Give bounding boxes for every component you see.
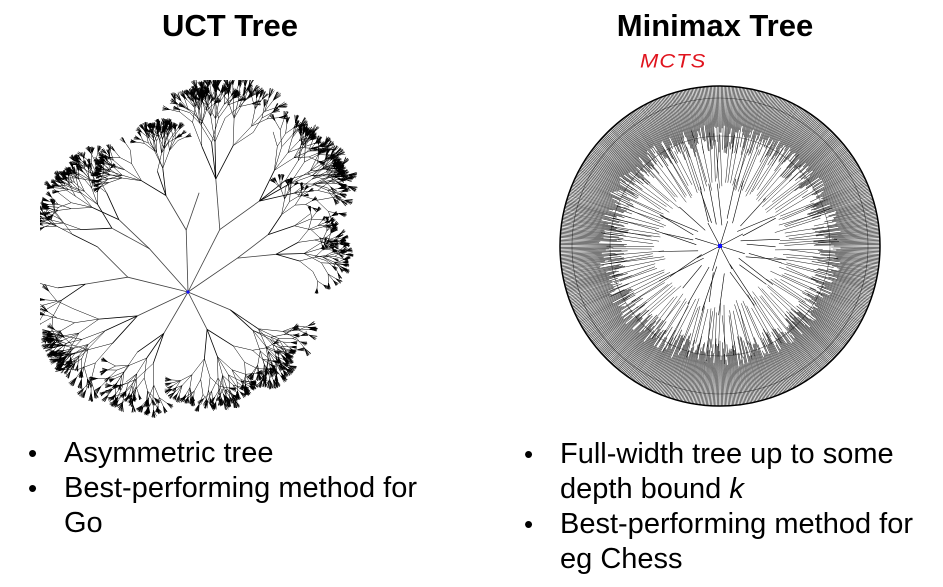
depth-bound-variable: k	[729, 473, 744, 505]
minimax-tree-title: Minimax Tree	[616, 8, 814, 43]
uct-bullet-1: Asymmetric tree	[28, 436, 428, 471]
uct-branches	[40, 80, 358, 418]
minimax-branches	[559, 85, 881, 407]
minimax-bullet-1: Full-width tree up to some depth bound k	[524, 437, 939, 507]
uct-bullet-2: Best-performing method for Go	[28, 471, 428, 541]
uct-bullet-list: Asymmetric tree Best-performing method f…	[28, 436, 428, 541]
uct-tree-diagram	[40, 80, 358, 418]
minimax-root-node	[718, 244, 722, 248]
uct-root-node	[186, 290, 190, 294]
uct-tree-title: UCT Tree	[161, 8, 299, 43]
minimax-tree-diagram	[559, 85, 881, 407]
mcts-handwritten-annotation: MCTS	[640, 49, 707, 72]
minimax-bullet-list: Full-width tree up to some depth bound k…	[524, 437, 939, 577]
minimax-bullet-2: Best-performing method for eg Chess	[524, 507, 939, 577]
